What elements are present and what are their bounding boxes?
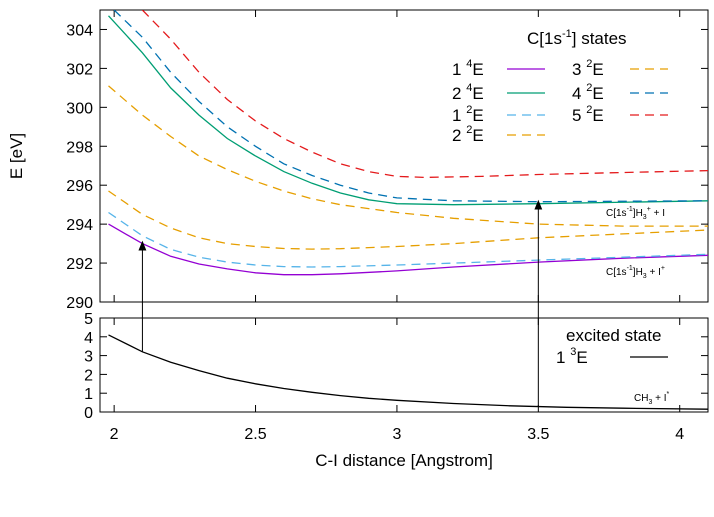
lower-frame <box>99 317 709 413</box>
upper-series-line-3 <box>108 190 708 250</box>
upper-series-line-4 <box>108 85 708 227</box>
lower-ytick-label: 4 <box>84 330 93 347</box>
lower-annotation: CH3 + I* <box>634 391 670 406</box>
upper-annotation-1: C[1s-1]H3 + I+ <box>606 265 665 280</box>
upper-series-line-6 <box>141 10 708 179</box>
legend-label-1: 2 4E <box>452 82 484 103</box>
upper-ytick-label: 298 <box>66 139 93 156</box>
upper-ytick-label: 304 <box>66 22 93 39</box>
upper-ytick-label: 302 <box>66 61 93 78</box>
xtick-label: 2 <box>110 426 119 443</box>
upper-ytick-label: 292 <box>66 256 93 273</box>
excitation-arrows <box>138 199 543 407</box>
upper-legend: C[1s-1] states 1 4E 2 4E1 2E2 2E 3 2E 4 2E5 … <box>452 28 668 145</box>
legend-label-0: 1 4E <box>452 58 484 79</box>
xtick-label: 3 <box>392 426 401 443</box>
upper-series-line-0 <box>108 223 708 276</box>
legend-title: C[1s-1] states <box>527 28 627 48</box>
upper-series-line-2 <box>108 211 708 268</box>
legend-label-2: 1 2E <box>452 104 484 125</box>
lower-legend-label: 1 3E <box>556 346 588 367</box>
upper-ytick-label: 294 <box>66 217 93 234</box>
legend-label-5: 4 2E <box>572 82 604 103</box>
upper-ytick-label: 290 <box>66 295 93 312</box>
xtick-label: 3.5 <box>527 426 549 443</box>
lower-ytick-label: 2 <box>84 367 93 384</box>
x-axis-label: C-I distance [Angstrom] <box>315 451 493 470</box>
lower-ytick-label: 5 <box>84 311 93 328</box>
upper-ytick-label: 296 <box>66 178 93 195</box>
xtick-label: 2.5 <box>244 426 266 443</box>
upper-frame <box>99 9 709 303</box>
upper-panel: 290 292 294 296 298 300 302 304 C[1s-1] states 1 … <box>66 9 709 312</box>
legend-label-6: 5 2E <box>572 104 604 125</box>
axis-labels: C-I distance [Angstrom] 2 2.5 3 3.5 4 E [eV] <box>7 133 684 470</box>
upper-annotation-0: C[1s-1]H3+ + I <box>606 206 665 221</box>
upper-series-line-1 <box>108 15 708 206</box>
y-axis-label: E [eV] <box>7 133 26 179</box>
xtick-label: 4 <box>675 426 684 443</box>
upper-ytick-label: 300 <box>66 100 93 117</box>
lower-ytick-label: 0 <box>84 405 93 422</box>
legend-label-4: 3 2E <box>572 58 604 79</box>
lower-series-line-0 <box>108 334 708 410</box>
upper-series-line-5 <box>113 10 708 203</box>
legend-label-3: 2 2E <box>452 124 484 145</box>
lower-ytick-label: 1 <box>84 386 93 403</box>
lower-legend-title: excited state <box>566 326 661 345</box>
lower-ytick-label: 3 <box>84 349 93 366</box>
